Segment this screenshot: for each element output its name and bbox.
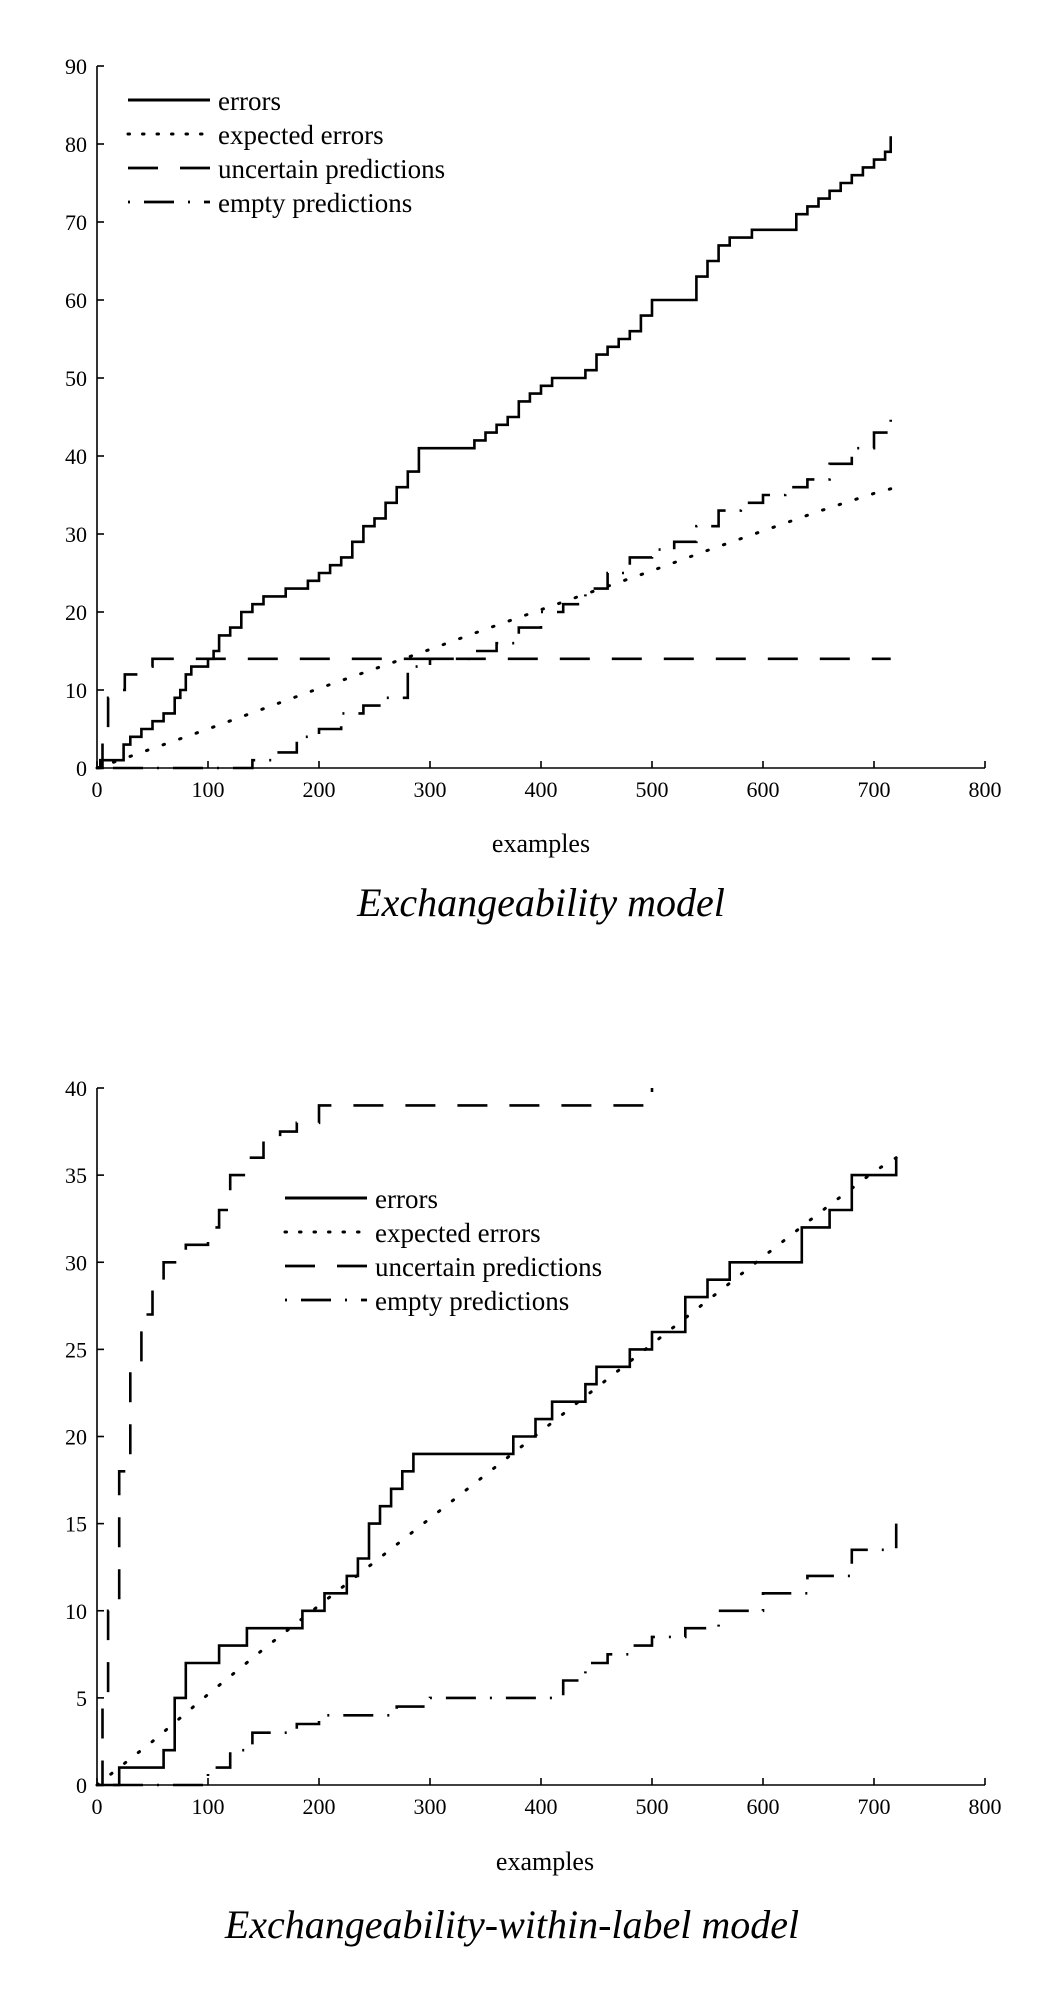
y-tick-label: 50 [65, 366, 87, 391]
y-tick-label: 0 [76, 756, 87, 781]
plot-area [95, 1088, 898, 1787]
legend: errors expected errors uncertain predict… [126, 86, 445, 218]
x-tick-label: 700 [858, 777, 891, 802]
y-tick-label: 70 [65, 210, 87, 235]
y-tick-label: 30 [65, 1250, 87, 1275]
x-tick-label: 0 [92, 1794, 103, 1819]
x-tick-label: 200 [303, 1794, 336, 1819]
x-tick-label: 400 [525, 1794, 558, 1819]
x-tick-label: 800 [969, 1794, 1002, 1819]
y-tick-label: 10 [65, 678, 87, 703]
series-errors-line [97, 1157, 898, 1787]
series-empty-predictions-line [97, 1523, 898, 1787]
x-tick-label: 500 [636, 777, 669, 802]
series-uncertain-predictions-line [97, 1088, 654, 1787]
y-tick-label: 5 [76, 1686, 87, 1711]
plot-area [95, 136, 893, 770]
legend-label-empty: empty predictions [218, 188, 412, 218]
series-errors-line [97, 136, 892, 770]
x-tick-label: 500 [636, 1794, 669, 1819]
legend-label-uncertain: uncertain predictions [218, 154, 445, 184]
x-tick-label: 300 [414, 1794, 447, 1819]
x-tick-label: 0 [92, 777, 103, 802]
chart-exchangeability: 0 100 200 300 400 500 600 700 800 0 10 20 30 40 50 60 70… [65, 54, 1002, 925]
axis-ticks: 0 100 200 300 400 500 600 700 800 0 10 20 30 40 50 60 70… [65, 54, 1002, 802]
series-expected-errors-line [95, 487, 893, 770]
x-tick-label: 100 [192, 1794, 225, 1819]
legend-label-uncertain: uncertain predictions [375, 1252, 602, 1282]
x-tick-label: 400 [525, 777, 558, 802]
y-tick-label: 40 [65, 444, 87, 469]
series-empty-predictions-line [97, 417, 892, 770]
y-tick-label: 10 [65, 1599, 87, 1624]
x-tick-label: 200 [303, 777, 336, 802]
series-uncertain-predictions-line [97, 657, 891, 770]
y-tick-label: 20 [65, 600, 87, 625]
y-tick-label: 20 [65, 1425, 87, 1450]
legend-label-errors: errors [375, 1184, 438, 1214]
y-tick-label: 80 [65, 132, 87, 157]
y-tick-label: 0 [76, 1773, 87, 1798]
y-tick-label: 30 [65, 522, 87, 547]
legend-label-empty: empty predictions [375, 1286, 569, 1316]
x-tick-label: 600 [747, 777, 780, 802]
legend-label-errors: errors [218, 86, 281, 116]
chart-title: Exchangeability model [356, 880, 725, 925]
x-tick-label: 800 [969, 777, 1002, 802]
y-tick-label: 90 [65, 54, 87, 79]
legend-label-expected-errors: expected errors [218, 120, 384, 150]
x-tick-label: 300 [414, 777, 447, 802]
y-tick-label: 15 [65, 1512, 87, 1537]
y-tick-label: 40 [65, 1076, 87, 1101]
legend: errors expected errors uncertain predict… [283, 1184, 602, 1316]
y-tick-label: 60 [65, 288, 87, 313]
x-tick-label: 700 [858, 1794, 891, 1819]
chart-title: Exchangeability-within-label model [224, 1902, 799, 1947]
axis-ticks: 0 100 200 300 400 500 600 700 800 0 5 10 15 20 25 30 35 4… [65, 1076, 1002, 1819]
y-tick-label: 25 [65, 1337, 87, 1362]
x-axis-label: examples [492, 829, 590, 858]
x-axis-label: examples [496, 1847, 594, 1876]
x-tick-label: 600 [747, 1794, 780, 1819]
chart-exchangeability-within-label: 0 100 200 300 400 500 600 700 800 0 5 10 15 20 25 30 35 4… [65, 1076, 1002, 1947]
x-tick-label: 100 [192, 777, 225, 802]
y-tick-label: 35 [65, 1163, 87, 1188]
legend-label-expected-errors: expected errors [375, 1218, 541, 1248]
